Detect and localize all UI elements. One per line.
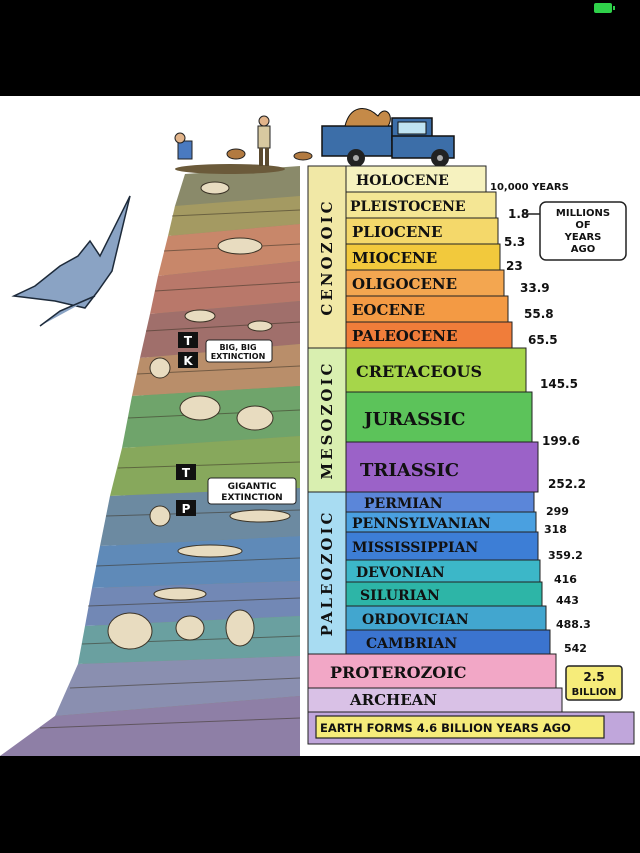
age-ordovician: 488.3 [556, 618, 591, 631]
period-label-cretaceous: CRETACEOUS [356, 362, 482, 381]
age-jurassic: 199.6 [542, 434, 580, 448]
period-label-miocene: MIOCENE [352, 249, 437, 267]
age-oligocene: 33.9 [520, 281, 550, 295]
millions-of-years-note: MILLIONS OF YEARS AGO [522, 201, 627, 261]
strata-diagram: CENOZOIC MESOZOIC PALEOZOIC HOLOCENE PLE… [0, 108, 635, 756]
era-label-mesozoic: MESOZOIC [318, 361, 336, 480]
age-labels: 10,000 YEARS 1.8 5.3 23 33.9 55.8 65.5 1… [490, 182, 591, 655]
period-band-proterozoic [307, 653, 557, 689]
battery-icon [594, 3, 612, 13]
period-band-jurassic [345, 391, 533, 443]
age-pennsylvanian: 318 [544, 523, 567, 536]
period-label-holocene: HOLOCENE [356, 173, 449, 189]
status-bar [0, 0, 640, 18]
pt-extinction-callout: T P GIGANTIC EXTINCTION [176, 464, 297, 516]
gigantic-extinction-line1: GIGANTIC [228, 482, 277, 492]
earth-forms-label: EARTH FORMS 4.6 BILLION YEARS AGO [320, 721, 571, 735]
pt-marker-bottom-label: P [182, 502, 191, 516]
period-label-silurian: SILURIAN [360, 588, 440, 604]
period-label-paleocene: PALEOCENE [352, 327, 457, 345]
truck-icon [321, 108, 455, 167]
period-label-pleistocene: PLEISTOCENE [350, 199, 466, 215]
rock-cliff [0, 166, 301, 756]
period-band-pliocene [345, 217, 499, 245]
period-label-permian: PERMIAN [364, 496, 443, 512]
period-label-triassic: TRIASSIC [360, 460, 459, 481]
age-paleocene: 65.5 [528, 333, 558, 347]
gigantic-extinction-line2: EXTINCTION [221, 493, 282, 503]
note-years: YEARS [564, 232, 602, 243]
big-extinction-line2: EXTINCTION [211, 352, 266, 361]
billion-note: 2.5 BILLION [565, 665, 623, 701]
age-eocene: 55.8 [524, 307, 554, 321]
period-label-devonian: DEVONIAN [356, 565, 445, 581]
age-triassic: 252.2 [548, 477, 586, 491]
era-band-mesozoic [307, 347, 347, 493]
billion-label: BILLION [572, 687, 617, 698]
period-label-jurassic: JURASSIC [362, 409, 466, 430]
period-band-silurian [345, 581, 543, 607]
earth-forms-box [315, 715, 605, 739]
billion-value: 2.5 [583, 670, 604, 684]
pt-marker-top [176, 464, 196, 480]
explorers-icon [174, 115, 313, 174]
age-cretaceous: 145.5 [540, 377, 578, 391]
geologic-time-illustration: CENOZOIC MESOZOIC PALEOZOIC HOLOCENE PLE… [0, 96, 640, 756]
kt-extinction-callout: T K BIG, BIG EXTINCTION [178, 332, 273, 368]
period-label-eocene: EOCENE [352, 301, 425, 319]
period-band-oligocene [345, 269, 505, 297]
era-label-cenozoic: CENOZOIC [318, 198, 336, 315]
period-band-eocene [345, 295, 509, 323]
battery-tip-icon [613, 6, 615, 10]
age-permian: 299 [546, 505, 569, 518]
kt-marker-bottom-label: K [183, 354, 193, 368]
kt-marker-bottom [178, 352, 198, 368]
note-of: OF [575, 220, 590, 231]
age-miocene: 23 [506, 259, 523, 273]
period-label-proterozoic: PROTEROZOIC [330, 663, 466, 682]
era-bands: CENOZOIC MESOZOIC PALEOZOIC [307, 165, 347, 655]
period-band-cretaceous [345, 347, 527, 393]
age-pleistocene: 1.8 [508, 207, 529, 221]
period-band-triassic [345, 441, 539, 493]
period-label-oligocene: OLIGOCENE [352, 275, 457, 293]
age-devonian: 416 [554, 573, 577, 586]
period-label-mississippian: MISSISSIPPIAN [352, 540, 478, 556]
period-bands [307, 165, 635, 745]
period-label-archean: ARCHEAN [349, 691, 437, 709]
note-ago: AGO [571, 244, 595, 255]
period-label-pliocene: PLIOCENE [352, 223, 442, 241]
age-silurian: 443 [556, 594, 579, 607]
period-labels: HOLOCENE PLEISTOCENE PLIOCENE MIOCENE OL… [330, 173, 491, 709]
age-cambrian: 542 [564, 642, 587, 655]
age-mississippian: 359.2 [548, 549, 583, 562]
kt-marker-top [178, 332, 198, 348]
period-label-ordovician: ORDOVICIAN [362, 612, 469, 628]
period-band-mississippian [345, 531, 539, 561]
fossil-icon [107, 181, 291, 650]
era-label-paleozoic: PALEOZOIC [318, 510, 336, 637]
pt-marker-bottom [176, 500, 196, 516]
note-millions: MILLIONS [556, 208, 610, 219]
big-extinction-line1: BIG, BIG [219, 343, 256, 352]
period-label-cambrian: CAMBRIAN [366, 636, 457, 652]
period-label-pennsylvanian: PENNSYLVANIAN [352, 516, 491, 532]
era-band-paleozoic [307, 491, 347, 655]
age-holocene: 10,000 YEARS [490, 182, 569, 193]
age-pliocene: 5.3 [504, 235, 525, 249]
pterosaur-icon [11, 195, 131, 327]
period-band-cambrian [345, 629, 551, 655]
pt-marker-top-label: T [182, 466, 191, 480]
kt-marker-top-label: T [184, 334, 193, 348]
period-band-paleocene [345, 321, 513, 349]
